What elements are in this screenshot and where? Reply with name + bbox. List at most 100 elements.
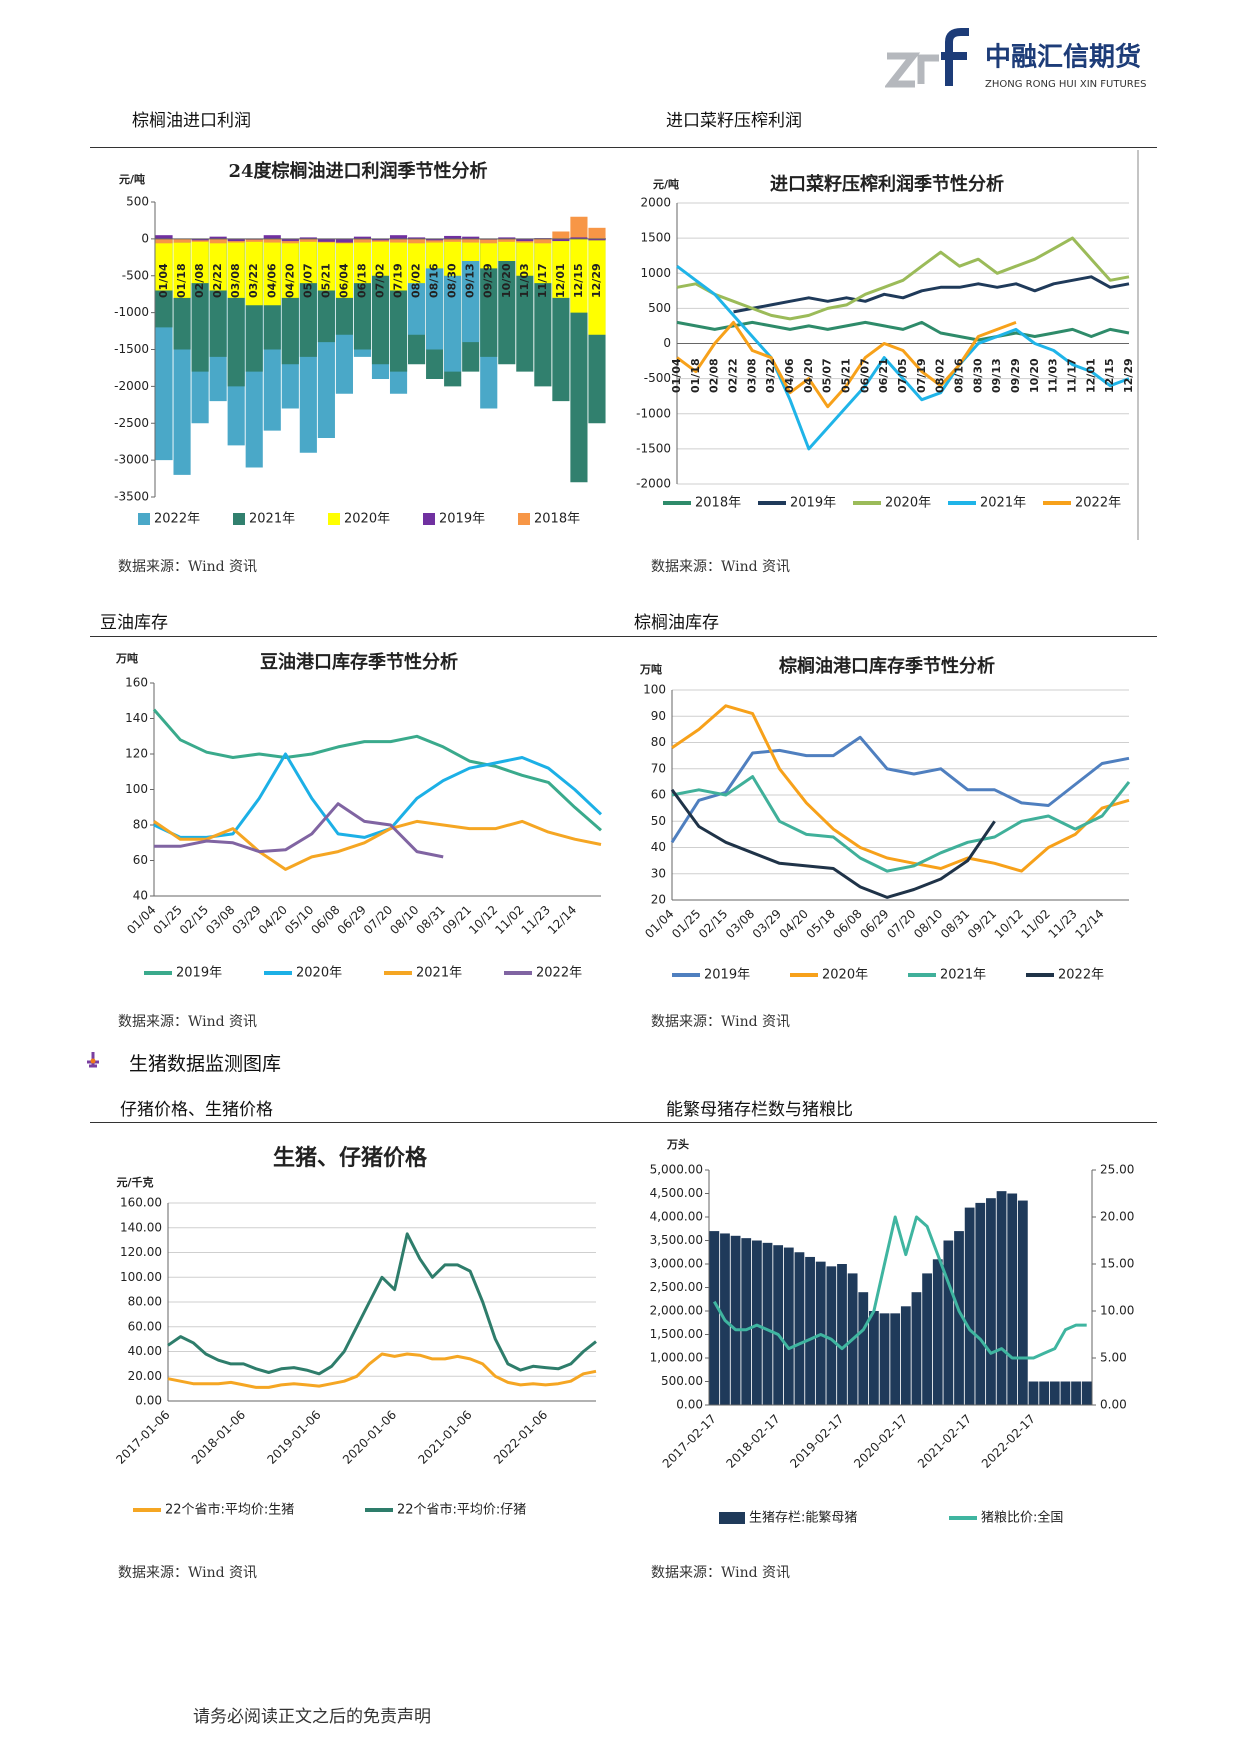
line	[671, 775, 1131, 873]
y-tick-label: 70	[651, 761, 666, 775]
x-tick-label: 11/02	[1019, 907, 1053, 941]
bar	[1007, 1193, 1018, 1405]
bar	[371, 238, 390, 276]
rule	[90, 1122, 1157, 1123]
x-tick-label: 2018-02-17	[724, 1412, 783, 1471]
legend-label: 生猪存栏:能繁母猪	[749, 1510, 857, 1526]
bar	[371, 238, 390, 242]
y-tick-label: 1000	[640, 266, 671, 280]
x-tick-label: 12/14	[545, 903, 579, 937]
x-tick-label: 12/29	[1122, 358, 1135, 393]
bar	[155, 235, 173, 239]
y-tick-label: 20	[651, 893, 666, 907]
bar	[408, 238, 426, 284]
y2-tick-label: 15.00	[1100, 1257, 1134, 1271]
y2-tick-label: 5.00	[1100, 1351, 1127, 1365]
axis-unit: 元/吨	[653, 177, 679, 191]
bar	[317, 238, 335, 291]
chart-title: 进口菜籽压榨利润季节性分析	[770, 173, 1004, 195]
rule	[90, 147, 1157, 148]
line	[167, 1352, 597, 1389]
x-tick-label: 2021-01-06	[415, 1408, 474, 1467]
heading: 豆油库存	[100, 613, 168, 633]
y-tick-label: 3,500.00	[650, 1233, 703, 1247]
y-tick-label: 80	[133, 818, 148, 832]
legend-label: 2022年	[1075, 496, 1121, 511]
y-tick-label: 20.00	[128, 1369, 162, 1383]
line	[676, 320, 1130, 342]
chart-title: 24度棕榈油进口利润季节性分析	[228, 160, 487, 182]
x-tick-label: 03/22	[764, 358, 777, 393]
y-tick-label: -3000	[114, 453, 149, 467]
x-tick-label: 02/15	[696, 907, 730, 941]
bar	[317, 238, 335, 242]
x-tick-label: 09/13	[990, 358, 1003, 393]
bar	[588, 238, 606, 335]
bar	[783, 1247, 794, 1405]
x-tick-label: 06/08	[308, 903, 342, 937]
y-tick-label: 4,500.00	[650, 1186, 703, 1200]
x-tick-label: 01/18	[175, 263, 188, 298]
y-tick-label: 40	[133, 889, 148, 903]
chart: 进口菜籽压榨利润季节性分析 元/吨 2000 1500 1000 500 0 -500 -100…	[636, 150, 1139, 540]
legend-label: 2020年	[822, 968, 868, 983]
logo-cn: 中融汇信期货	[985, 42, 1141, 73]
bar	[762, 1242, 773, 1405]
bar	[462, 238, 480, 343]
bar	[498, 238, 516, 242]
icon-dot	[90, 1058, 96, 1064]
y2-tick-label: 25.00	[1100, 1163, 1134, 1177]
bar	[773, 1245, 784, 1405]
x-tick-label: 08/10	[911, 907, 945, 941]
x-tick-label: 12/14	[1072, 907, 1106, 941]
y-tick-label: -1500	[114, 342, 149, 356]
x-tick-label: 2021-02-17	[915, 1412, 974, 1471]
bar	[444, 235, 462, 239]
x-tick-label: 04/06	[783, 358, 796, 393]
x-tick-label: 2017-02-17	[660, 1412, 719, 1471]
x-tick-label: 12/15	[572, 263, 585, 298]
legend-label: 2020年	[344, 512, 390, 527]
bar	[353, 238, 372, 243]
bar	[570, 238, 588, 313]
y-tick-label: 500	[648, 301, 671, 315]
section-icon	[87, 1052, 99, 1068]
x-tick-label: 04/20	[777, 907, 811, 941]
x-tick-label: 2020-02-17	[851, 1412, 910, 1471]
x-tick-label: 08/02	[410, 263, 423, 298]
x-tick-label: 03/29	[750, 907, 784, 941]
y-tick-label: -1000	[636, 406, 671, 420]
bar	[975, 1202, 986, 1405]
x-tick-label: 01/04	[670, 358, 683, 393]
legend-label: 2019年	[790, 496, 836, 511]
x-tick-label: 04/20	[283, 263, 296, 298]
bar	[408, 237, 426, 239]
legend-label: 2020年	[296, 966, 342, 981]
heading: 棕榈油库存	[634, 613, 719, 633]
bar	[389, 235, 408, 239]
legend-swatch	[423, 513, 435, 525]
y2-tick-label: 20.00	[1100, 1210, 1134, 1224]
x-tick-label: 07/19	[915, 358, 928, 393]
line	[733, 275, 1130, 314]
heading: 进口菜籽压榨利润	[666, 111, 802, 131]
x-tick-label: 03/08	[723, 907, 757, 941]
bar	[879, 1313, 890, 1405]
bar	[741, 1238, 752, 1405]
bar	[1071, 1381, 1081, 1405]
source: 数据来源：Wind 资讯	[651, 1565, 791, 1581]
x-tick-label: 02/08	[708, 358, 721, 393]
bar	[462, 236, 480, 239]
bar	[954, 1231, 964, 1405]
y-tick-label: 30	[651, 866, 666, 880]
y-tick-label: 90	[651, 709, 666, 723]
logo-f	[941, 28, 969, 86]
bar	[408, 238, 426, 244]
heading: 能繁母猪存栏数与猪粮比	[666, 1100, 853, 1120]
y-tick-label: 1,500.00	[650, 1327, 703, 1341]
footer: 请务必阅读正文之后的免责声明	[193, 1707, 431, 1727]
bar	[1049, 1381, 1060, 1405]
x-tick-label: 08/31	[938, 907, 972, 941]
line	[670, 735, 1130, 844]
